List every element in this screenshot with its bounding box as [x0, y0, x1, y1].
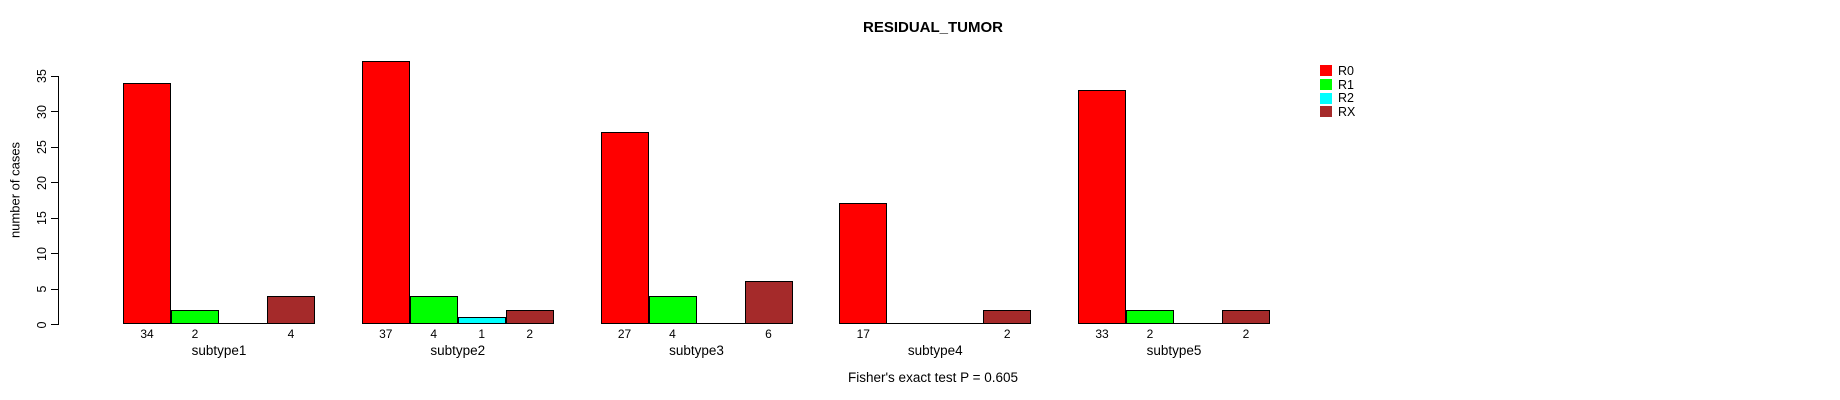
bar-count-label: 37 — [379, 327, 393, 341]
y-axis-tick — [51, 146, 58, 148]
x-category-label: subtype2 — [430, 343, 486, 358]
bar-rx-subtype4 — [983, 310, 1032, 324]
y-tick-label: 10 — [35, 246, 49, 261]
zero-bar-line — [696, 323, 745, 324]
legend-item-r0: R0 — [1320, 64, 1355, 78]
zero-bar-line — [1174, 323, 1222, 324]
bar-count-label: 2 — [191, 327, 199, 341]
bar-count-label: 1 — [478, 327, 486, 341]
bar-count-label: 4 — [287, 327, 295, 341]
x-category-label: subtype5 — [1146, 343, 1202, 358]
legend-item-rx: RX — [1320, 105, 1355, 119]
bar-rx-subtype5 — [1222, 310, 1270, 324]
bar-rx-subtype3 — [744, 281, 793, 324]
x-category-label: subtype3 — [669, 343, 724, 358]
bar-r0-subtype2 — [361, 61, 410, 324]
y-tick-label: 20 — [35, 175, 49, 190]
y-tick-label: 5 — [35, 285, 49, 293]
bar-r1-subtype3 — [648, 296, 697, 324]
legend-item-r1: R1 — [1320, 78, 1355, 92]
bar-rx-subtype2 — [505, 310, 554, 324]
bar-r1-subtype2 — [409, 296, 458, 324]
y-tick-label: 0 — [35, 321, 49, 328]
bar-count-label: 17 — [856, 327, 870, 341]
y-tick-label: 30 — [35, 104, 49, 119]
y-axis-tick — [51, 111, 58, 112]
y-tick-label: 35 — [35, 69, 49, 83]
bar-r0-subtype4 — [839, 203, 888, 324]
bar-rx-subtype1 — [267, 296, 315, 324]
x-category-label: subtype4 — [907, 343, 963, 358]
legend-label: R2 — [1338, 91, 1354, 106]
bar-count-label: 2 — [1146, 327, 1154, 341]
zero-bar-line — [935, 323, 984, 324]
x-category-label: subtype1 — [191, 343, 247, 358]
zero-bar-line — [887, 323, 936, 324]
y-axis-label: number of cases — [7, 141, 23, 239]
bar-count-label: 2 — [526, 327, 534, 341]
bar-count-label: 34 — [140, 327, 154, 341]
legend-label: RX — [1338, 104, 1356, 119]
fisher-test-annotation: Fisher's exact test P = 0.605 — [847, 370, 1019, 385]
y-axis-tick — [51, 75, 58, 77]
bar-r0-subtype3 — [600, 132, 649, 324]
bar-count-label: 2 — [1242, 327, 1250, 341]
bar-r1-subtype1 — [171, 310, 219, 324]
y-axis-tick — [51, 288, 58, 290]
zero-bar-line — [219, 323, 267, 324]
y-axis-line — [58, 75, 59, 325]
y-axis-tick — [51, 253, 58, 254]
bar-count-label: 4 — [430, 327, 438, 341]
bar-r0-subtype1 — [123, 83, 171, 324]
legend-swatch-rx — [1320, 106, 1332, 118]
bar-count-label: 33 — [1095, 327, 1109, 341]
y-axis-tick — [51, 182, 58, 183]
bar-r1-subtype5 — [1126, 310, 1174, 324]
bar-count-label: 2 — [1003, 327, 1011, 341]
legend-label: R0 — [1338, 63, 1354, 78]
bar-r0-subtype5 — [1078, 90, 1126, 324]
legend-label: R1 — [1338, 77, 1354, 92]
y-axis-tick — [51, 324, 58, 325]
y-tick-label: 25 — [35, 140, 49, 154]
legend-item-r2: R2 — [1320, 91, 1355, 105]
bar-count-label: 4 — [669, 327, 676, 341]
legend-swatch-r0 — [1320, 65, 1332, 77]
legend-swatch-r2 — [1320, 92, 1332, 104]
y-tick-label: 15 — [35, 211, 49, 225]
bar-count-label: 6 — [765, 327, 772, 341]
legend: R0 R1 R2 RX — [1320, 64, 1355, 119]
bar-r2-subtype2 — [457, 317, 506, 324]
legend-swatch-r1 — [1320, 79, 1332, 91]
chart-title: RESIDUAL_TUMOR — [862, 19, 1004, 36]
y-axis-tick — [51, 217, 58, 219]
bar-count-label: 27 — [617, 327, 632, 341]
